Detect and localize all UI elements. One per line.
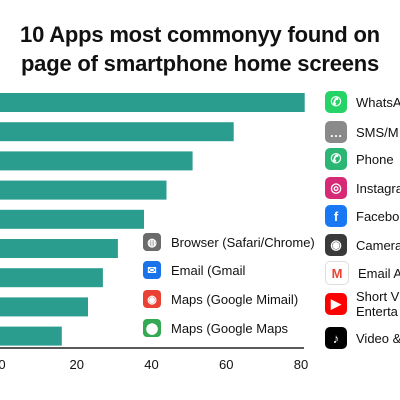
legend-label: WhatsA bbox=[356, 94, 400, 110]
legend-label: Phone bbox=[356, 151, 394, 167]
inline-label-3: ⬤ Maps (Google Maps bbox=[143, 317, 288, 339]
x-tick-label-2: 40 bbox=[144, 357, 158, 372]
inline-label-0: ◍ Browser (Safari/Chrome) bbox=[143, 231, 315, 253]
bar-2 bbox=[0, 151, 193, 171]
facebook-icon: f bbox=[325, 205, 347, 227]
bar-0 bbox=[0, 93, 305, 112]
bar-8 bbox=[0, 326, 62, 346]
camera-icon: ◉ bbox=[325, 234, 347, 256]
x-tick-label-0: 0 bbox=[0, 357, 6, 372]
inline-label-text: Browser (Safari/Chrome) bbox=[171, 234, 315, 250]
legend-label: SMS/M bbox=[356, 124, 399, 140]
legend-item-2: ✆ Phone bbox=[325, 147, 400, 171]
inline-label-text: Email (Gmail bbox=[171, 262, 246, 278]
x-tick-label-4: 80 bbox=[294, 357, 308, 372]
tiktok-icon: ♪ bbox=[325, 327, 347, 349]
sms-icon: … bbox=[325, 121, 347, 143]
legend-label: Instagra bbox=[356, 180, 400, 196]
chrome-icon: ◍ bbox=[143, 233, 161, 251]
bar-6 bbox=[0, 268, 103, 288]
legend-item-4: f Facebo bbox=[325, 204, 400, 228]
phone-icon: ✆ bbox=[325, 148, 347, 170]
x-tick-label-3: 60 bbox=[219, 357, 233, 372]
bar-4 bbox=[0, 209, 144, 229]
legend-label: Camera bbox=[356, 237, 400, 253]
email-icon: ✉ bbox=[143, 261, 161, 279]
youtube-icon: ▶ bbox=[325, 293, 347, 315]
chart-title-line2: page of smartphone home screens bbox=[20, 51, 380, 76]
legend-item-1: … SMS/M bbox=[325, 120, 400, 144]
x-tick-label-1: 20 bbox=[70, 357, 84, 372]
whatsapp-icon: ✆ bbox=[325, 91, 347, 113]
legend-label: Short V Enterta bbox=[356, 289, 400, 319]
bar-5 bbox=[0, 239, 118, 258]
legend-item-3: ◎ Instagra bbox=[325, 176, 400, 200]
legend-item-5: ◉ Camera bbox=[325, 233, 400, 257]
google-maps-icon: ⬤ bbox=[143, 319, 161, 337]
legend-label: Facebo bbox=[356, 208, 400, 224]
legend-item-7: ▶ Short V Enterta bbox=[325, 289, 400, 319]
inline-label-1: ✉ Email (Gmail bbox=[143, 259, 245, 281]
legend-item-6: M Email A bbox=[325, 261, 400, 285]
inline-label-2: ◉ Maps (Google Mimail) bbox=[143, 288, 298, 310]
legend-item-8: ♪ Video & bbox=[325, 326, 400, 350]
chart-title-line1: 10 Apps most commonyy found on bbox=[20, 22, 380, 47]
bar-1 bbox=[0, 122, 234, 142]
instagram-icon: ◎ bbox=[325, 177, 347, 199]
legend-label: Email A bbox=[358, 265, 400, 281]
bar-3 bbox=[0, 180, 167, 200]
inline-label-text: Maps (Google Maps bbox=[171, 320, 289, 336]
legend-item-0: ✆ WhatsA bbox=[325, 90, 400, 114]
maps-icon: ◉ bbox=[143, 290, 161, 308]
gmail-icon: M bbox=[325, 261, 349, 285]
inline-label-text: Maps (Google Mimail) bbox=[171, 291, 299, 307]
bar-7 bbox=[0, 297, 88, 317]
legend-label: Video & bbox=[356, 330, 400, 346]
